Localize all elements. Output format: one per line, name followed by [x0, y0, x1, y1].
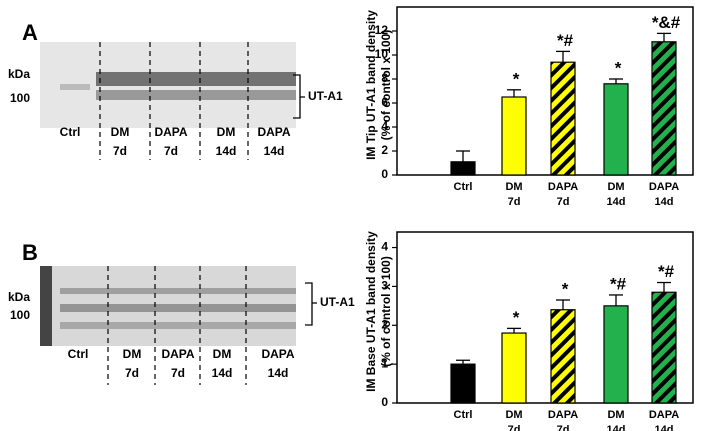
y-tick-label: 0: [381, 395, 388, 409]
x-tick-label: 7d: [557, 424, 570, 431]
significance-mark: *#: [610, 274, 627, 293]
x-tick-label: DM: [505, 409, 522, 421]
y-tick-label: 0: [381, 167, 388, 181]
lane-label: Ctrl: [60, 125, 81, 139]
lane-label: DAPA: [154, 125, 187, 139]
lane-label: DM: [217, 125, 236, 139]
lane-label: DAPA: [261, 347, 294, 361]
lane-label: DM: [111, 125, 130, 139]
lane-label: DAPA: [257, 125, 290, 139]
bar: [501, 96, 527, 176]
plot-frame: [396, 6, 694, 176]
x-tick-label: DAPA: [548, 181, 578, 193]
x-tick-label: DAPA: [649, 181, 679, 193]
marker-size: 100: [10, 91, 30, 105]
y-tick-label: 3: [381, 279, 388, 293]
bar: [550, 61, 576, 176]
y-tick-label: 1: [381, 356, 388, 370]
significance-mark: *: [513, 308, 520, 327]
x-tick-label: DM: [607, 181, 624, 193]
bar: [651, 291, 677, 404]
x-tick-label: 14d: [607, 196, 626, 208]
lane-label: DM: [213, 347, 232, 361]
lane-label: DM: [123, 347, 142, 361]
lane-label: 14d: [268, 366, 289, 380]
y-tick-label: 2: [381, 143, 388, 157]
lane-label: 7d: [125, 366, 139, 380]
y-tick-label: 6: [381, 95, 388, 109]
lane-label: Ctrl: [68, 347, 89, 361]
x-tick-label: 14d: [607, 424, 626, 431]
bar: [550, 309, 576, 404]
bar: [450, 363, 476, 404]
plot-frame: [396, 231, 694, 404]
x-tick-label: 14d: [655, 196, 674, 208]
marker-unit: kDa: [8, 290, 30, 304]
x-tick-label: 7d: [508, 196, 521, 208]
x-tick-label: 14d: [655, 424, 674, 431]
y-tick-label: 8: [381, 71, 388, 85]
band-label: UT-A1: [320, 295, 355, 309]
bar: [501, 332, 527, 404]
marker-size: 100: [10, 308, 30, 322]
lane-label: 7d: [113, 144, 127, 158]
lane-label: 14d: [216, 144, 237, 158]
y-axis-label: (% of control x 100): [379, 30, 393, 141]
bar: [651, 41, 677, 176]
x-tick-label: Ctrl: [454, 409, 473, 421]
significance-mark: *&#: [652, 13, 681, 32]
significance-mark: *: [562, 279, 569, 298]
bar: [603, 305, 629, 404]
lane-label: DAPA: [161, 347, 194, 361]
band-label: UT-A1: [308, 89, 343, 103]
lane-label: 7d: [171, 366, 185, 380]
marker-unit: kDa: [8, 67, 30, 81]
y-tick-label: 4: [381, 119, 388, 133]
lane-label: 14d: [264, 144, 285, 158]
y-tick-label: 12: [375, 23, 389, 37]
x-tick-label: 7d: [557, 196, 570, 208]
y-tick-label: 4: [381, 240, 388, 254]
x-tick-label: DM: [607, 409, 624, 421]
y-axis-label: (% of control x 100): [379, 256, 393, 367]
y-axis-label: IM Base UT-A1 band density: [364, 231, 378, 392]
significance-mark: *#: [658, 262, 675, 281]
lane-label: 7d: [164, 144, 178, 158]
y-tick-label: 2: [381, 317, 388, 331]
bar: [450, 161, 476, 176]
significance-mark: *: [513, 69, 520, 88]
lane-label: 14d: [212, 366, 233, 380]
x-tick-label: 7d: [508, 424, 521, 431]
significance-mark: *: [615, 58, 622, 77]
x-tick-label: Ctrl: [454, 181, 473, 193]
blot-b: [40, 266, 317, 385]
bar: [603, 83, 629, 176]
panel-label: A: [22, 20, 38, 45]
significance-mark: *#: [557, 31, 574, 50]
x-tick-label: DAPA: [649, 409, 679, 421]
panel-label: B: [22, 240, 38, 265]
y-tick-label: 10: [375, 47, 389, 61]
x-tick-label: DM: [505, 181, 522, 193]
blot-a: [40, 42, 305, 160]
y-axis-label: IM Tip UT-A1 band density: [364, 10, 378, 160]
x-tick-label: DAPA: [548, 409, 578, 421]
